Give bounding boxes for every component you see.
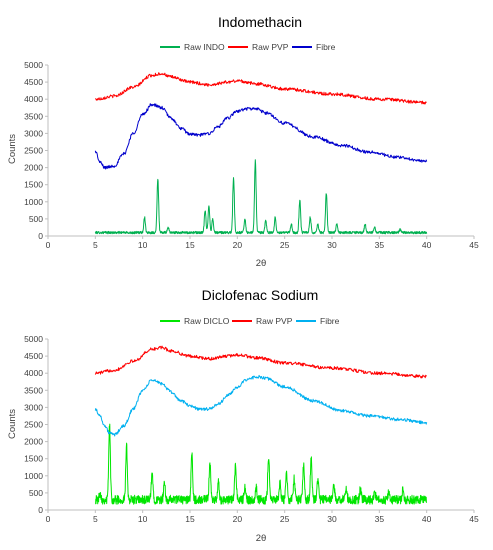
y-tick-label: 1000: [24, 471, 43, 481]
y-tick-label: 5000: [24, 60, 43, 70]
y-tick-label: 4000: [24, 94, 43, 104]
x-tick-label: 25: [280, 514, 290, 524]
x-tick-label: 0: [46, 514, 51, 524]
axes: 0 5 10 15 20 25 30 35 40 45 0 500 1000 1500 2000 2500 30…: [24, 60, 479, 250]
y-tick-label: 500: [29, 214, 43, 224]
x-tick-label: 20: [233, 240, 243, 250]
y-tick-label: 4500: [24, 77, 43, 87]
x-tick-label: 30: [327, 514, 337, 524]
y-tick-label: 4500: [24, 351, 43, 361]
chart-title: Diclofenac Sodium: [202, 287, 319, 303]
x-tick-label: 40: [422, 240, 432, 250]
series-line-raw-indo: [94, 159, 428, 235]
x-tick-label: 45: [469, 240, 479, 250]
y-axis-label: Counts: [7, 134, 18, 164]
y-tick-label: 0: [38, 231, 43, 241]
y-tick-label: 1000: [24, 197, 43, 207]
y-tick-label: 1500: [24, 454, 43, 464]
series-line-fibre: [94, 374, 428, 437]
x-tick-label: 25: [280, 240, 290, 250]
x-tick-label: 30: [327, 240, 337, 250]
legend-label-fibre: Fibre: [316, 42, 336, 52]
x-axis-label: 2θ: [256, 258, 267, 269]
y-tick-label: 3000: [24, 128, 43, 138]
x-tick-label: 35: [375, 514, 385, 524]
x-axis-label: 2θ: [256, 533, 267, 544]
x-tick-label: 20: [233, 514, 243, 524]
legend-label-raw-diclo: Raw DICLO: [184, 316, 230, 326]
legend-label-fibre: Fibre: [320, 316, 340, 326]
legend-label-raw-pvp: Raw PVP: [256, 316, 293, 326]
chart-panel-indomethacin: Indomethacin Raw INDO Raw PVP Fibre Coun…: [7, 14, 479, 269]
x-tick-label: 40: [422, 514, 432, 524]
x-tick-label: 5: [93, 514, 98, 524]
y-tick-label: 2000: [24, 437, 43, 447]
x-tick-label: 0: [46, 240, 51, 250]
series-group: [94, 345, 428, 505]
y-tick-label: 3500: [24, 385, 43, 395]
series-group: [94, 72, 428, 235]
x-tick-label: 35: [375, 240, 385, 250]
x-tick-label: 15: [185, 514, 195, 524]
y-tick-label: 2500: [24, 146, 43, 156]
chart-panel-diclofenac: Diclofenac Sodium Raw DICLO Raw PVP Fibr…: [7, 287, 479, 544]
y-tick-label: 5000: [24, 334, 43, 344]
y-tick-label: 3500: [24, 111, 43, 121]
y-tick-label: 3000: [24, 402, 43, 412]
legend: Raw INDO Raw PVP Fibre: [160, 42, 336, 52]
series-line-raw-pvp: [94, 345, 428, 379]
y-axis-label: Counts: [7, 409, 18, 439]
y-tick-label: 2000: [24, 163, 43, 173]
chart-title: Indomethacin: [218, 14, 302, 30]
legend-label-raw-indo: Raw INDO: [184, 42, 225, 52]
series-line-raw-pvp: [95, 72, 427, 105]
x-tick-label: 45: [469, 514, 479, 524]
x-tick-label: 5: [93, 240, 98, 250]
y-tick-label: 4000: [24, 368, 43, 378]
x-tick-label: 15: [185, 240, 195, 250]
y-tick-label: 2500: [24, 420, 43, 430]
x-tick-label: 10: [138, 514, 148, 524]
y-tick-label: 1500: [24, 180, 43, 190]
x-tick-label: 10: [138, 240, 148, 250]
axes: 0 5 10 15 20 25 30 35 40 45 0 500 1000 1500 2000 2500 30…: [24, 334, 479, 524]
legend: Raw DICLO Raw PVP Fibre: [160, 316, 340, 326]
series-line-raw-diclo: [95, 423, 428, 505]
y-tick-label: 500: [29, 488, 43, 498]
series-line-fibre: [94, 103, 428, 170]
legend-label-raw-pvp: Raw PVP: [252, 42, 289, 52]
y-tick-label: 0: [38, 505, 43, 515]
